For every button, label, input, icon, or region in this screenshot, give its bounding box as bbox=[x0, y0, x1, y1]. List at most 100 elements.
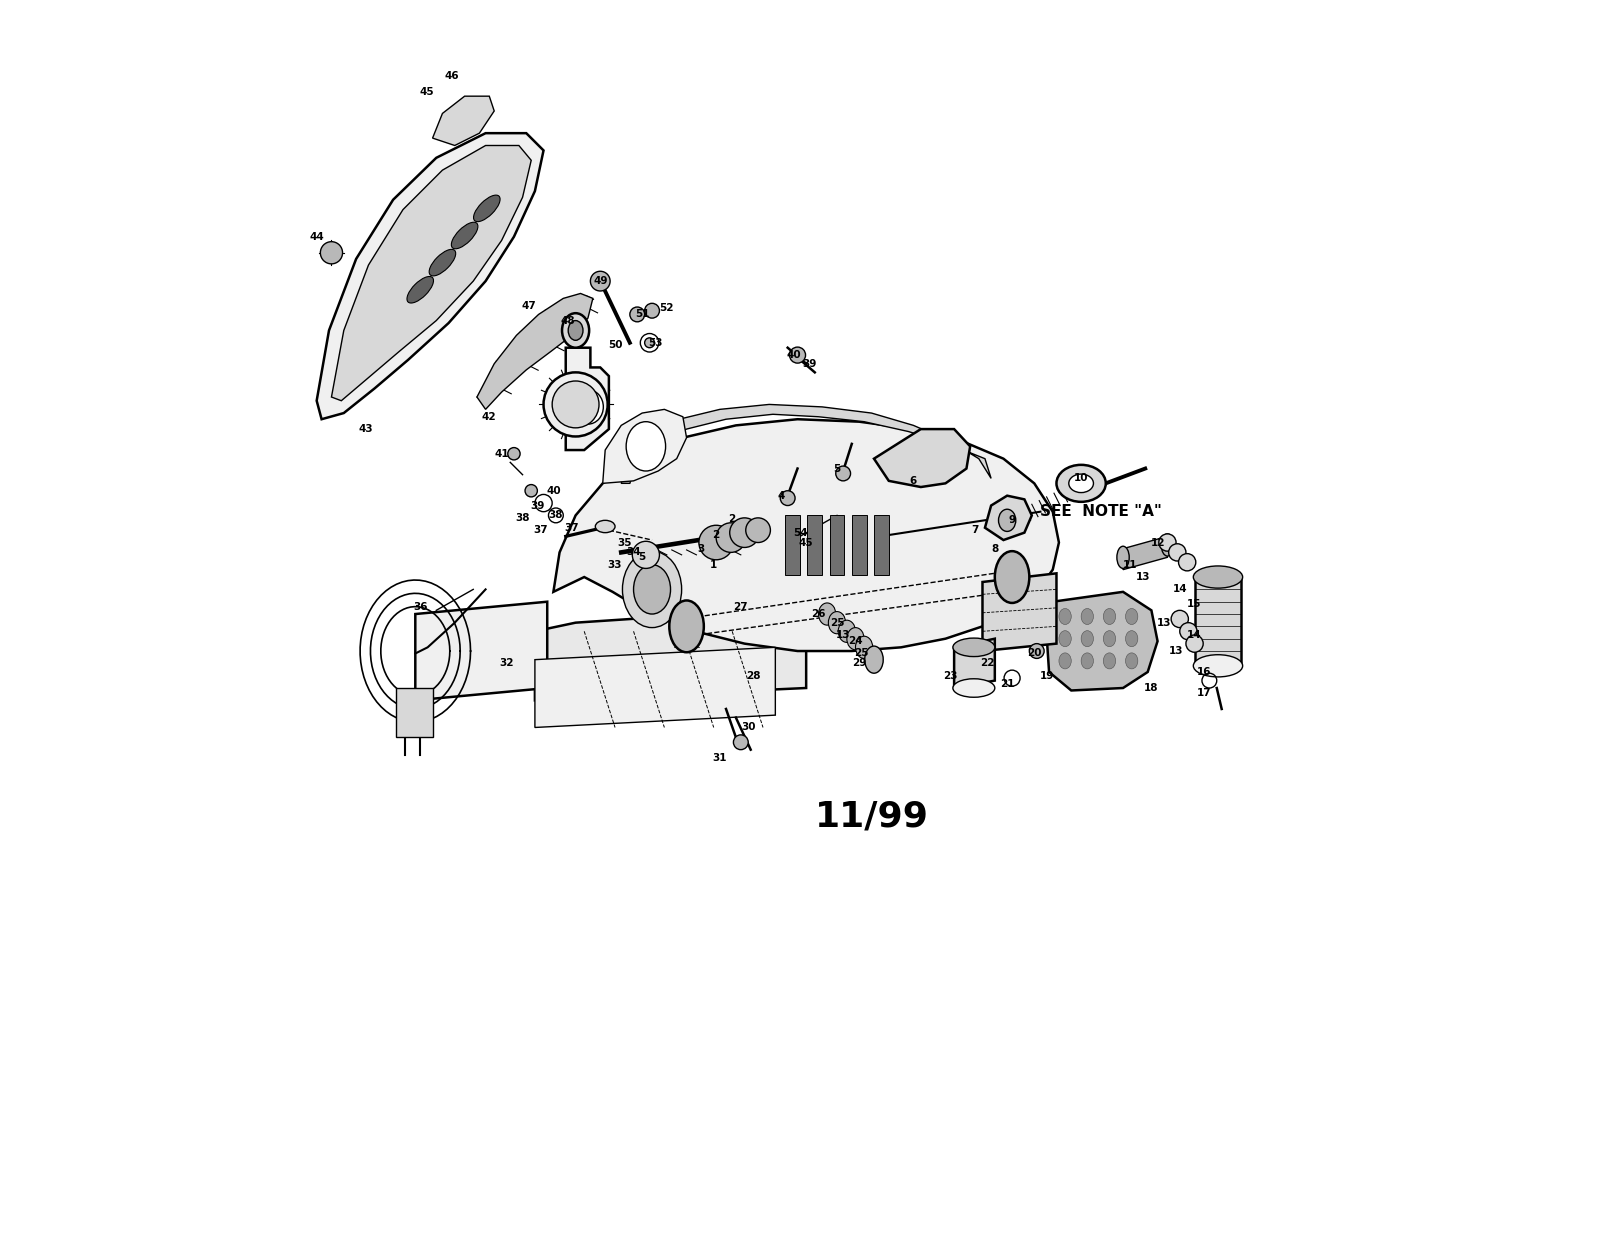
Ellipse shape bbox=[856, 636, 872, 658]
Text: 37: 37 bbox=[565, 523, 579, 533]
Ellipse shape bbox=[645, 303, 659, 318]
Polygon shape bbox=[874, 429, 970, 487]
Text: 19: 19 bbox=[1040, 671, 1054, 681]
Text: 2: 2 bbox=[712, 530, 720, 540]
Ellipse shape bbox=[1171, 610, 1189, 628]
Ellipse shape bbox=[1082, 608, 1093, 624]
Polygon shape bbox=[954, 639, 995, 688]
Ellipse shape bbox=[573, 390, 603, 424]
Text: 24: 24 bbox=[848, 636, 862, 646]
Ellipse shape bbox=[1186, 635, 1203, 652]
Ellipse shape bbox=[622, 551, 682, 628]
Ellipse shape bbox=[1179, 623, 1197, 640]
Text: 32: 32 bbox=[499, 658, 514, 668]
Ellipse shape bbox=[746, 518, 771, 543]
Text: 30: 30 bbox=[741, 723, 755, 732]
Ellipse shape bbox=[789, 348, 805, 363]
Polygon shape bbox=[874, 515, 888, 575]
Text: 13: 13 bbox=[1157, 618, 1171, 628]
Text: 13: 13 bbox=[1170, 646, 1184, 656]
Ellipse shape bbox=[645, 338, 654, 348]
Text: 33: 33 bbox=[608, 560, 622, 570]
Text: 17: 17 bbox=[1197, 688, 1211, 698]
Text: 13: 13 bbox=[1136, 572, 1150, 582]
Polygon shape bbox=[534, 647, 776, 727]
Ellipse shape bbox=[717, 523, 746, 552]
Ellipse shape bbox=[730, 518, 760, 547]
Polygon shape bbox=[416, 602, 547, 700]
Text: 42: 42 bbox=[482, 412, 496, 422]
Text: 53: 53 bbox=[648, 338, 662, 348]
Ellipse shape bbox=[1125, 653, 1138, 668]
Text: 2: 2 bbox=[728, 514, 736, 524]
Ellipse shape bbox=[864, 646, 883, 673]
Text: SEE  NOTE "A": SEE NOTE "A" bbox=[1040, 504, 1162, 519]
Ellipse shape bbox=[1194, 655, 1243, 677]
Ellipse shape bbox=[1056, 465, 1106, 502]
Ellipse shape bbox=[552, 381, 598, 428]
Polygon shape bbox=[808, 515, 822, 575]
Ellipse shape bbox=[320, 242, 342, 264]
Ellipse shape bbox=[995, 551, 1029, 603]
Text: 10: 10 bbox=[1074, 473, 1088, 483]
Polygon shape bbox=[982, 573, 1056, 651]
Ellipse shape bbox=[1125, 608, 1138, 624]
Text: 23: 23 bbox=[942, 671, 958, 681]
Ellipse shape bbox=[406, 276, 434, 303]
Text: 5: 5 bbox=[638, 552, 646, 562]
Ellipse shape bbox=[1179, 554, 1195, 571]
Text: 14: 14 bbox=[1173, 584, 1187, 594]
Text: 18: 18 bbox=[1144, 683, 1158, 693]
Text: 36: 36 bbox=[413, 602, 427, 612]
Text: 47: 47 bbox=[522, 301, 536, 311]
Polygon shape bbox=[621, 404, 990, 483]
Text: 54: 54 bbox=[792, 528, 808, 538]
Ellipse shape bbox=[1104, 608, 1115, 624]
Ellipse shape bbox=[1194, 566, 1243, 588]
Text: 27: 27 bbox=[733, 602, 749, 612]
Ellipse shape bbox=[562, 313, 589, 348]
Ellipse shape bbox=[1082, 653, 1093, 668]
Polygon shape bbox=[395, 688, 432, 737]
Text: 9: 9 bbox=[1008, 515, 1016, 525]
Text: 44: 44 bbox=[309, 232, 325, 242]
Ellipse shape bbox=[1104, 653, 1115, 668]
Ellipse shape bbox=[781, 491, 795, 506]
Text: 52: 52 bbox=[659, 303, 674, 313]
Ellipse shape bbox=[632, 541, 659, 568]
Text: 3: 3 bbox=[698, 544, 706, 554]
Polygon shape bbox=[534, 610, 806, 700]
Text: 45: 45 bbox=[419, 88, 434, 97]
Ellipse shape bbox=[1069, 473, 1093, 492]
Ellipse shape bbox=[568, 321, 582, 340]
Text: 20: 20 bbox=[1027, 649, 1042, 658]
Text: 41: 41 bbox=[494, 449, 509, 459]
Polygon shape bbox=[829, 515, 845, 575]
Ellipse shape bbox=[1168, 544, 1186, 561]
Text: 35: 35 bbox=[618, 538, 632, 547]
Text: 11/99: 11/99 bbox=[814, 799, 928, 834]
Text: 13: 13 bbox=[835, 630, 851, 640]
Text: 25: 25 bbox=[830, 618, 845, 628]
Ellipse shape bbox=[1059, 653, 1072, 668]
Ellipse shape bbox=[626, 422, 666, 471]
Text: 25: 25 bbox=[854, 649, 869, 658]
Polygon shape bbox=[566, 348, 610, 450]
Ellipse shape bbox=[699, 525, 733, 560]
Text: 37: 37 bbox=[534, 525, 549, 535]
Polygon shape bbox=[1195, 577, 1242, 666]
Text: 5: 5 bbox=[834, 464, 840, 473]
Text: 1: 1 bbox=[710, 560, 717, 570]
Ellipse shape bbox=[1162, 534, 1173, 556]
Text: 31: 31 bbox=[712, 753, 726, 763]
Text: 22: 22 bbox=[981, 658, 995, 668]
Ellipse shape bbox=[669, 600, 704, 652]
Text: 14: 14 bbox=[1187, 630, 1202, 640]
Text: 40: 40 bbox=[546, 486, 560, 496]
Ellipse shape bbox=[998, 509, 1016, 531]
Ellipse shape bbox=[835, 466, 851, 481]
Polygon shape bbox=[317, 133, 544, 419]
Ellipse shape bbox=[733, 735, 749, 750]
Text: 7: 7 bbox=[971, 525, 979, 535]
Text: 48: 48 bbox=[562, 316, 576, 326]
